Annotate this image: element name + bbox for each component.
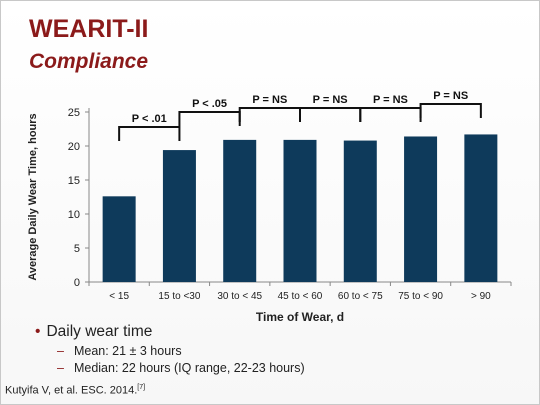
- significance-bracket: [238, 107, 301, 122]
- citation-text: Kutyifa V, et al. ESC. 2014.: [5, 384, 138, 397]
- x-tick-label: 15 to <30: [158, 291, 200, 302]
- dash-marker: –: [57, 361, 64, 375]
- bullet-text: Daily wear time: [46, 323, 153, 340]
- sub-bullet-text: Median: 22 hours (IQ range, 22-23 hours): [73, 361, 305, 375]
- y-tick-label: 10: [68, 209, 80, 221]
- citation-ref: [7]: [137, 384, 146, 391]
- x-axis-title: Time of Wear, d: [256, 310, 344, 324]
- significance-bracket: [178, 111, 241, 126]
- slide-subtitle: Compliance: [29, 50, 149, 73]
- bar: [404, 136, 438, 282]
- x-tick-label: > 90: [471, 291, 491, 302]
- significance-bracket: [419, 103, 482, 118]
- y-tick-label: 15: [68, 175, 80, 187]
- bar: [223, 139, 257, 282]
- significance-bracket: [299, 107, 362, 122]
- bullet-list: • Daily wear time – Mean: 21 ± 3 hours – Me…: [35, 323, 305, 375]
- y-tick-label: 5: [74, 243, 80, 255]
- x-tick-label: 60 to < 75: [338, 291, 383, 302]
- bar-chart: 0 5 10 15 20 25 < 15 15 to <30 30 to < 45 45 to <…: [27, 90, 512, 324]
- sub-bullet-text: Mean: 21 ± 3 hours: [73, 344, 182, 358]
- significance-bracket: [359, 107, 422, 122]
- x-tick-label: 75 to < 90: [398, 291, 443, 302]
- bullet-marker: •: [35, 323, 41, 340]
- bar: [102, 196, 136, 282]
- y-tick-label: 0: [74, 277, 80, 289]
- sub-bullet-mean: – Mean: 21 ± 3 hours: [57, 344, 305, 358]
- bullet-item: • Daily wear time: [35, 323, 305, 341]
- bar: [162, 150, 196, 282]
- citation: Kutyifa V, et al. ESC. 2014.[7]: [5, 384, 145, 397]
- significance-label: P = NS: [433, 90, 468, 102]
- x-tick-label: 30 to < 45: [217, 291, 262, 302]
- x-tick-label: 45 to < 60: [278, 291, 323, 302]
- bar: [283, 139, 317, 282]
- x-tick-label: < 15: [109, 291, 129, 302]
- significance-label: P < .01: [132, 113, 167, 125]
- bar: [464, 134, 498, 282]
- y-tick-label: 20: [68, 141, 80, 153]
- significance-label: P < .05: [192, 98, 227, 110]
- significance-label: P = NS: [313, 94, 348, 106]
- bar: [343, 140, 377, 282]
- y-axis-title: Average Daily Wear Time, hours: [27, 113, 39, 280]
- y-tick-label: 25: [68, 107, 80, 119]
- slide-title: WEARIT-II: [29, 15, 149, 43]
- significance-bracket: [118, 126, 181, 141]
- dash-marker: –: [57, 344, 64, 358]
- significance-label: P = NS: [252, 94, 287, 106]
- sub-bullet-median: – Median: 22 hours (IQ range, 22-23 hours…: [57, 361, 305, 375]
- significance-label: P = NS: [373, 94, 408, 106]
